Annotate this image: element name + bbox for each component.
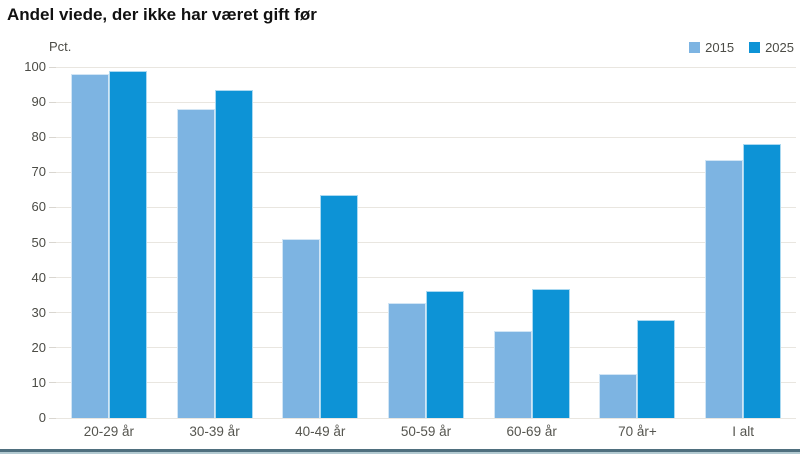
- bar-group-30-39-år: [176, 89, 253, 418]
- y-axis-tick: [49, 277, 56, 279]
- bar-group-I-alt: [705, 143, 782, 418]
- gridline: [56, 171, 796, 173]
- bar-2025: [320, 194, 359, 418]
- x-axis-label: 60-69 år: [506, 424, 557, 439]
- y-axis-tick-label: 30: [31, 304, 46, 320]
- gridline: [56, 136, 796, 138]
- gridline: [56, 277, 796, 279]
- legend-swatch-2025: [749, 42, 761, 53]
- footer-rule-dark: [0, 449, 800, 452]
- gridline: [56, 66, 796, 68]
- gridline: [56, 101, 796, 103]
- bar-2015: [705, 160, 744, 418]
- bar-group-70-år+: [599, 320, 676, 418]
- y-axis-tick-label: 60: [31, 199, 46, 215]
- y-axis-tick: [49, 382, 56, 384]
- legend-label: 2025: [765, 40, 794, 55]
- bar-2015: [599, 373, 638, 418]
- bar-group-20-29-år: [70, 71, 147, 418]
- y-axis-tick-label: 70: [31, 164, 46, 180]
- plot-area: [56, 66, 796, 419]
- bar-2025: [214, 89, 253, 418]
- y-axis-tick-label: 0: [38, 410, 46, 425]
- legend-label: 2015: [705, 40, 735, 55]
- y-axis-tick-label: 20: [31, 339, 46, 355]
- bar-2015: [70, 73, 109, 418]
- bar-2015: [388, 302, 426, 418]
- y-axis-tick: [49, 242, 56, 243]
- legend: 2015 2025: [689, 40, 794, 55]
- bar-2015: [282, 239, 321, 418]
- x-axis-label: 70 år+: [618, 424, 657, 439]
- y-axis-tick: [49, 312, 56, 314]
- bar-group-40-49-år: [282, 194, 359, 418]
- chart-title: Andel viede, der ikke har været gift før: [7, 5, 317, 24]
- x-axis-label: 50-59 år: [400, 424, 452, 439]
- y-axis-tick-label: 90: [31, 94, 46, 110]
- gridline: [56, 242, 796, 243]
- footer-rule-light: [0, 452, 800, 454]
- x-axis-label: 20-29 år: [83, 424, 134, 439]
- legend-item-2025: 2025: [749, 40, 794, 55]
- bar-group-50-59-år: [388, 290, 464, 418]
- y-axis-unit-label: Pct.: [49, 39, 72, 54]
- bar-2015: [176, 108, 215, 418]
- x-axis-label: 30-39 år: [189, 424, 240, 439]
- bar-2025: [637, 320, 676, 418]
- bar-2025: [743, 143, 782, 418]
- bar-2015: [493, 331, 532, 418]
- y-axis-tick: [49, 66, 56, 68]
- legend-item-2015: 2015: [689, 40, 734, 55]
- legend-swatch-2015: [689, 42, 701, 53]
- bar-group-60-69-år: [493, 288, 570, 418]
- bar-2025: [108, 71, 147, 418]
- y-axis-tick-label: 100: [24, 59, 46, 74]
- y-axis-tick: [49, 136, 56, 138]
- y-axis-tick-label: 80: [31, 129, 46, 145]
- gridline: [56, 206, 796, 208]
- y-axis-tick-label: 40: [31, 269, 46, 285]
- y-axis-tick: [49, 101, 56, 103]
- y-axis-tick-label: 50: [31, 234, 46, 250]
- x-axis-label: I alt: [732, 424, 755, 439]
- bar-2025: [426, 290, 464, 418]
- x-axis-label: 40-49 år: [295, 424, 346, 439]
- y-axis-tick-label: 10: [31, 374, 46, 390]
- gridline: [56, 417, 796, 419]
- y-axis-tick: [49, 171, 56, 173]
- y-axis-tick: [49, 347, 56, 349]
- y-axis-tick: [49, 417, 56, 419]
- y-axis-tick: [49, 206, 56, 208]
- bar-2025: [531, 288, 570, 418]
